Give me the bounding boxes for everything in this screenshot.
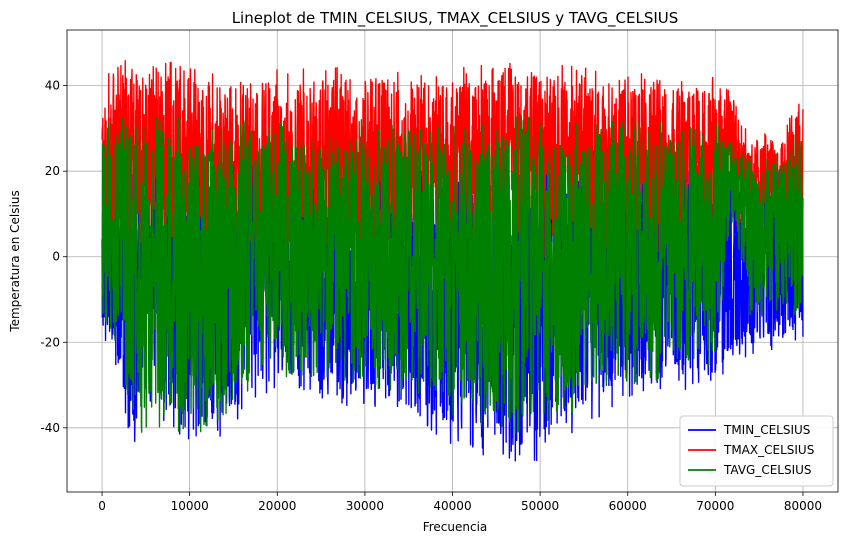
chart-title: Lineplot de TMIN_CELSIUS, TMAX_CELSIUS y… (232, 9, 679, 28)
y-axis: -40 -20 0 20 40 (40, 79, 67, 435)
legend-label: TAVG_CELSIUS (723, 463, 812, 477)
series-line (101, 115, 804, 434)
x-axis: 0 10000 20000 30000 40000 50000 60000 70000 8000… (98, 492, 822, 513)
legend-label: TMIN_CELSIUS (723, 423, 810, 437)
x-tick-label: 0 (98, 499, 106, 513)
x-tick-label: 10000 (171, 499, 209, 513)
legend-box (679, 415, 834, 487)
y-axis-title: Temperatura en Celsius (8, 190, 22, 332)
y-tick-label: -20 (40, 335, 60, 349)
x-tick-label: 60000 (609, 499, 647, 513)
y-tick-label: -40 (40, 421, 60, 435)
y-tick-label: 20 (45, 164, 60, 178)
y-tick-label: 0 (52, 250, 60, 264)
x-tick-label: 70000 (696, 499, 734, 513)
legend-label: TMAX_CELSIUS (723, 443, 814, 457)
x-tick-label: 80000 (784, 499, 822, 513)
legend: TMIN_CELSIUS TMAX_CELSIUS TAVG_CELSIUS (679, 415, 834, 487)
x-tick-label: 20000 (258, 499, 296, 513)
x-tick-label: 50000 (521, 499, 559, 513)
series-layer (101, 60, 804, 462)
x-tick-label: 40000 (433, 499, 471, 513)
x-tick-label: 30000 (346, 499, 384, 513)
y-tick-label: 40 (45, 79, 60, 93)
x-axis-title: Frecuencia (423, 520, 488, 534)
